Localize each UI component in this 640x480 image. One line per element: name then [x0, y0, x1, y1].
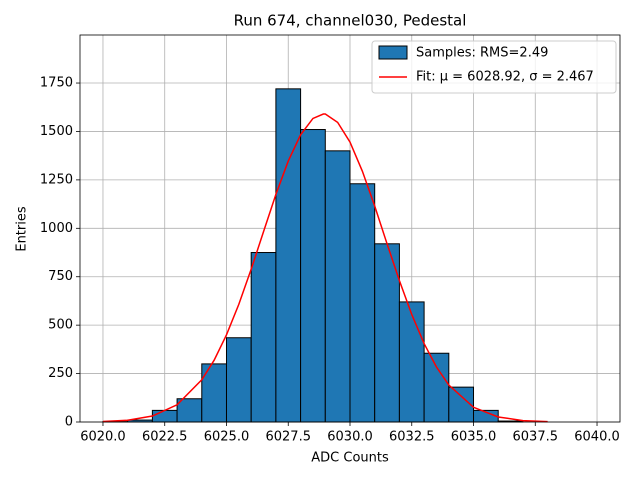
- fit-line: [102, 113, 548, 423]
- plot-area: 6020.0 6022.5 6025.0 6027.5 6030.0 6032.5 6035…: [40, 34, 621, 445]
- legend-label: Fit: μ = 6028.92, σ = 2.467: [416, 70, 594, 85]
- y-tick-label: 750: [48, 269, 73, 284]
- x-tick-label: 6027.5: [265, 430, 311, 445]
- x-axis-label: ADC Counts: [311, 451, 389, 466]
- x-tick-label: 6037.5: [513, 430, 559, 445]
- x-tick-label: 6030.0: [327, 430, 373, 445]
- legend: Samples: RMS=2.49 Fit: μ = 6028.92, σ = …: [371, 40, 617, 94]
- x-tick-label: 6022.5: [142, 430, 188, 445]
- y-axis-label: Entries: [15, 206, 30, 252]
- histogram-bar: [300, 129, 326, 423]
- x-tick-label: 6025.0: [204, 430, 250, 445]
- y-tick-label: 1500: [40, 124, 73, 139]
- histogram-bar: [250, 252, 277, 423]
- x-tick-label: 6040.0: [574, 430, 620, 445]
- histogram-bar: [176, 398, 203, 423]
- y-tick-label: 1000: [40, 221, 73, 236]
- y-tick-label: 0: [65, 415, 73, 430]
- legend-patch: [378, 45, 408, 60]
- y-tick-label: 250: [48, 366, 73, 381]
- histogram-bar: [225, 337, 252, 423]
- chart-title: Run 674, channel030, Pedestal: [234, 12, 467, 30]
- x-tick-label: 6035.0: [451, 430, 497, 445]
- y-tick-label: 1250: [40, 172, 73, 187]
- histogram-bar: [324, 150, 351, 423]
- histogram-bar: [398, 301, 425, 423]
- histogram-bar: [423, 352, 450, 423]
- legend-box: [371, 40, 617, 94]
- axes-frame: [79, 34, 621, 423]
- y-tick-label: 1750: [40, 76, 73, 91]
- legend-label: Samples: RMS=2.49: [416, 46, 548, 61]
- x-tick-label: 6032.5: [389, 430, 435, 445]
- y-tick-label: 500: [48, 318, 73, 333]
- histogram-bar: [349, 183, 376, 423]
- histogram-bar: [275, 88, 302, 423]
- histogram-bar: [151, 409, 178, 423]
- x-tick-label: 6020.0: [80, 430, 126, 445]
